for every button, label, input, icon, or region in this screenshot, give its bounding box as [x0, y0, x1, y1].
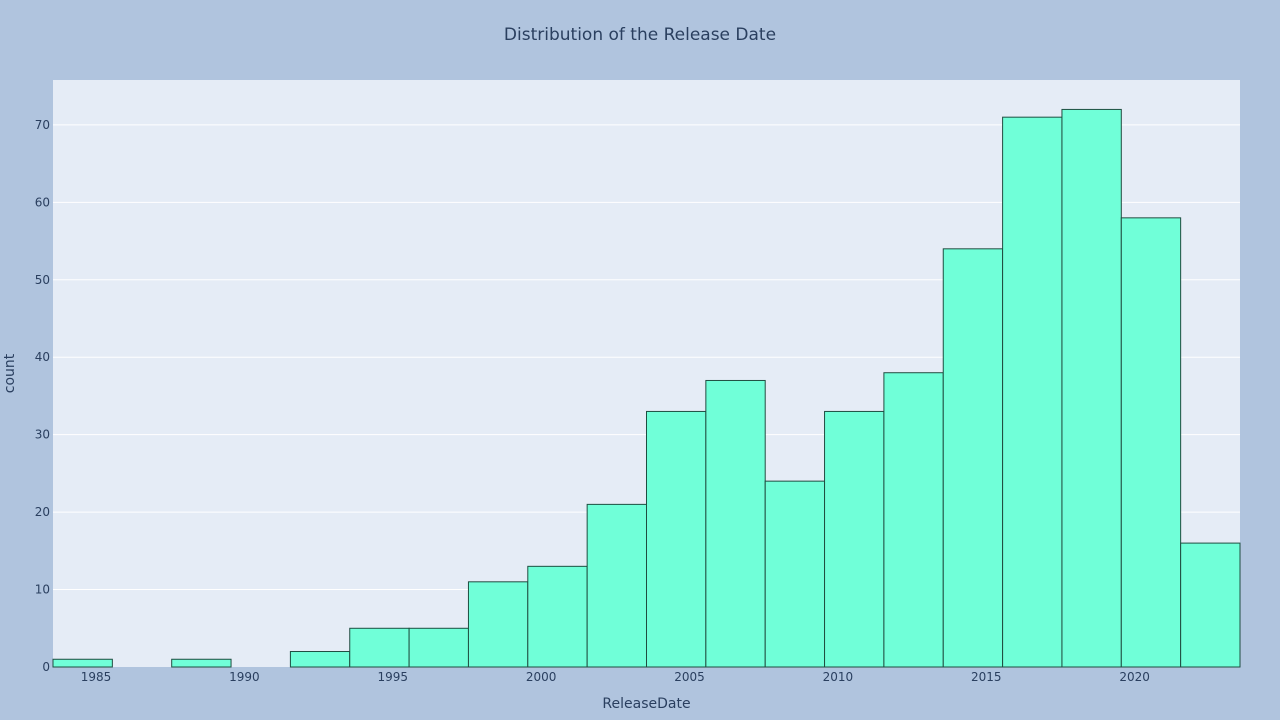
x-tick-label: 1985 [81, 670, 112, 684]
histogram-bar [1061, 108, 1122, 668]
histogram-bar [764, 480, 826, 668]
x-tick-label: 2000 [526, 670, 557, 684]
y-tick-label: 20 [35, 505, 50, 519]
histogram-bar [646, 410, 707, 668]
histogram-bar [52, 658, 113, 668]
histogram-bar [1120, 217, 1182, 668]
histogram-bar [824, 410, 885, 668]
y-tick-label: 0 [42, 660, 50, 674]
histogram-bar [408, 627, 469, 668]
x-tick-label: 2020 [1119, 670, 1150, 684]
y-tick-label: 70 [35, 118, 50, 132]
histogram-bar [467, 581, 529, 668]
histogram-bar [705, 379, 766, 668]
x-axis-title: ReleaseDate [602, 696, 690, 712]
y-tick-label: 40 [35, 350, 50, 364]
y-axis-title: count [2, 353, 18, 393]
bars [52, 108, 1241, 668]
y-axis-ticks: 0 10 20 30 40 50 60 70 [35, 118, 50, 674]
histogram-bar [527, 565, 588, 668]
y-tick-label: 50 [35, 273, 50, 287]
y-tick-label: 10 [35, 583, 50, 597]
histogram-bar [171, 658, 232, 668]
x-tick-label: 2005 [674, 670, 705, 684]
chart-title: Distribution of the Release Date [504, 25, 776, 45]
histogram-bar [1002, 116, 1063, 668]
histogram-bar [289, 651, 351, 668]
histogram-bar [586, 503, 648, 668]
x-tick-label: 1995 [378, 670, 409, 684]
histogram-bar [942, 248, 1004, 668]
x-tick-label: 2015 [971, 670, 1002, 684]
histogram-bar [1180, 542, 1241, 668]
x-axis-ticks: 1985 1990 1995 2000 2005 2010 2015 2020 [81, 670, 1150, 684]
x-tick-label: 2010 [823, 670, 854, 684]
y-tick-label: 30 [35, 428, 50, 442]
x-tick-label: 1990 [229, 670, 260, 684]
histogram-bar [883, 372, 944, 668]
histogram-bar [349, 627, 410, 668]
y-tick-label: 60 [35, 195, 50, 209]
